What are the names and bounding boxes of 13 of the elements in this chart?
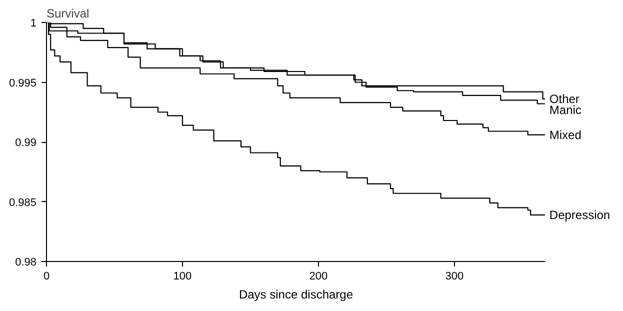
y-tick-label: 1 xyxy=(30,18,37,30)
y-tick-label: 0.995 xyxy=(8,77,37,90)
x-tick-label: 200 xyxy=(309,270,328,282)
x-tick-label: 0 xyxy=(43,270,50,282)
y-tick-label: 0.99 xyxy=(15,137,37,149)
y-tick-label: 0.98 xyxy=(15,256,37,268)
series-label: Depression xyxy=(549,208,610,222)
x-axis-title: Days since discharge xyxy=(238,288,354,302)
series-label: Mixed xyxy=(549,128,582,142)
y-axis-title: Survival xyxy=(46,6,90,20)
x-tick-label: 100 xyxy=(173,270,192,282)
x-tick-label: 300 xyxy=(445,270,464,282)
y-tick-label: 0.985 xyxy=(8,196,37,209)
